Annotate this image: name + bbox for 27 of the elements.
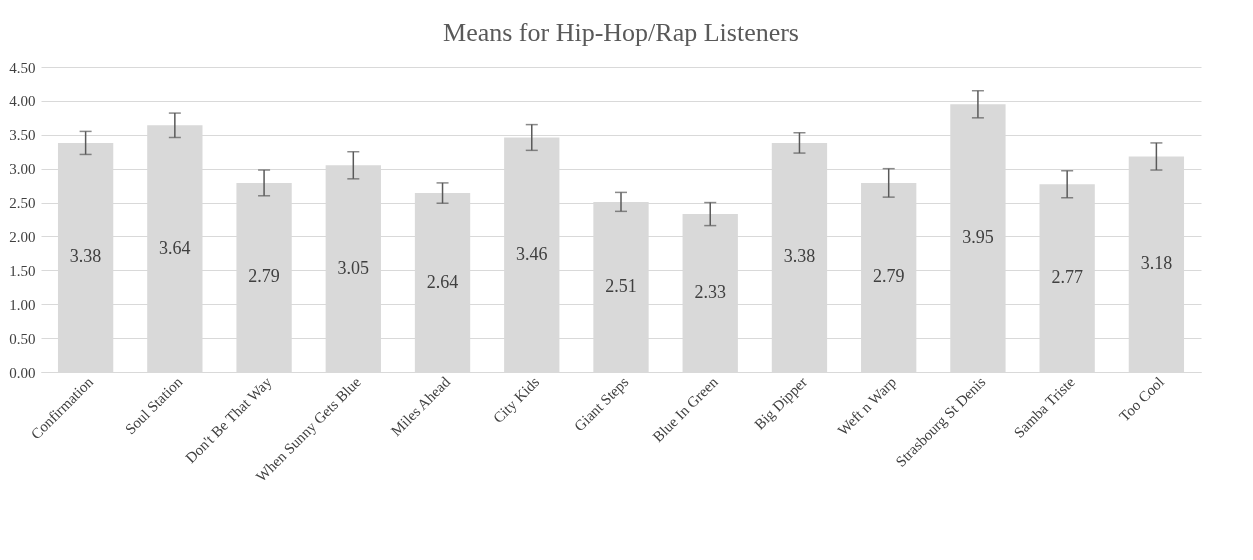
data-label: 3.95 — [962, 227, 994, 248]
data-label: 2.33 — [694, 282, 726, 303]
x-tick-label: Weft n Warp — [834, 373, 900, 439]
y-tick-label: 4.50 — [9, 59, 36, 76]
y-tick-label: 1.00 — [9, 296, 36, 313]
y-tick-label: 2.00 — [9, 228, 36, 245]
y-tick-label: 1.50 — [9, 262, 36, 279]
y-tick-label: 3.50 — [9, 127, 36, 144]
data-label: 2.64 — [426, 271, 459, 292]
chart-title: Means for Hip-Hop/Rap Listeners — [443, 18, 799, 47]
y-tick-label: 0.00 — [9, 364, 36, 381]
data-label: 3.46 — [516, 243, 548, 264]
data-label: 3.18 — [1140, 253, 1173, 274]
y-tick-label: 0.50 — [9, 330, 36, 347]
data-label: 3.64 — [159, 237, 191, 258]
x-tick-label: Too Cool — [1116, 373, 1167, 425]
y-tick-label: 4.00 — [9, 93, 36, 110]
data-label: 2.77 — [1051, 267, 1083, 288]
y-tick-label: 2.50 — [9, 195, 36, 212]
data-label: 2.79 — [872, 266, 905, 287]
y-tick-label: 3.00 — [9, 161, 36, 178]
data-label: 3.05 — [337, 257, 370, 278]
data-label: 3.38 — [69, 246, 102, 267]
data-label: 2.79 — [248, 266, 280, 287]
data-label: 2.51 — [605, 275, 637, 296]
x-tick-label: City Kids — [490, 373, 543, 427]
data-label: 3.38 — [783, 246, 816, 267]
